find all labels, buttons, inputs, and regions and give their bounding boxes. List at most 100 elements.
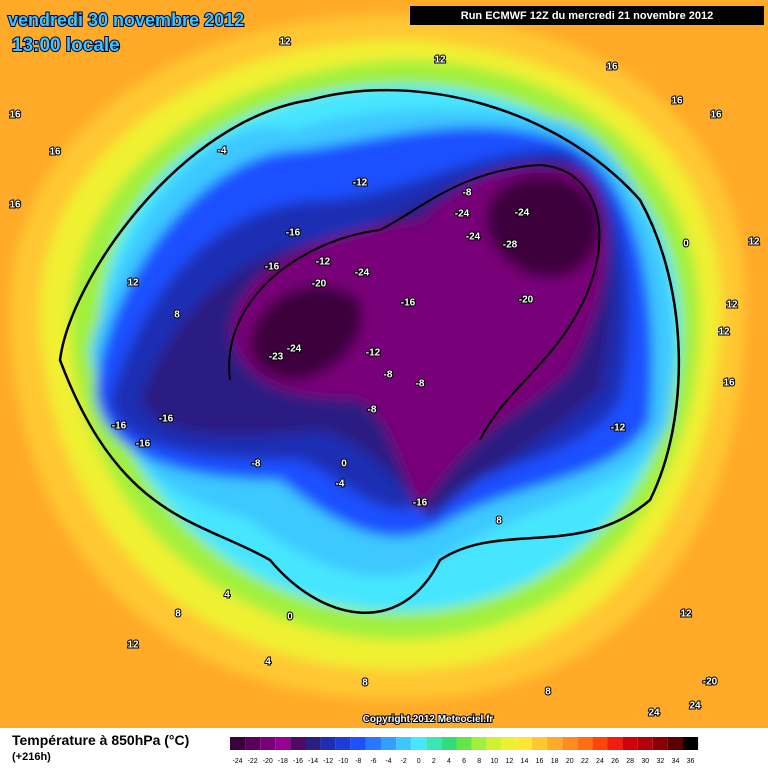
scale-swatch	[652, 737, 668, 750]
scale-label: 32	[656, 758, 664, 765]
contour-label: -16	[136, 439, 151, 450]
contour-label: -24	[455, 209, 470, 220]
scale-label: 0	[417, 758, 421, 765]
date-title: vendredi 30 novembre 2012	[8, 10, 244, 30]
scale-label: 36	[687, 758, 695, 765]
contour-label: 8	[174, 310, 180, 321]
contour-label: -8	[384, 370, 393, 381]
scale-swatch	[683, 737, 699, 750]
copyright: Copyright 2012 Meteociel.fr	[363, 714, 494, 725]
contour-label: -12	[611, 423, 626, 434]
contour-label: -20	[519, 295, 534, 306]
contour-label: -16	[401, 298, 416, 309]
scale-swatch	[426, 737, 442, 750]
contour-label: 4	[265, 657, 271, 668]
scale-label: 22	[581, 758, 589, 765]
contour-label: 16	[9, 110, 21, 121]
contour-label: 8	[545, 687, 551, 698]
contour-label: 0	[287, 612, 293, 623]
contour-label: 12	[726, 300, 738, 311]
scale-label: 4	[447, 758, 451, 765]
scale-label: 24	[596, 758, 604, 765]
scale-label: 18	[551, 758, 559, 765]
contour-label: 8	[362, 678, 368, 689]
scale-swatch	[577, 737, 593, 750]
scale-swatch	[486, 737, 502, 750]
scale-label: 26	[611, 758, 619, 765]
contour-label: -16	[413, 498, 428, 509]
contour-label: -24	[515, 208, 530, 219]
contour-label: 12	[127, 640, 139, 651]
scale-label: 6	[462, 758, 466, 765]
contour-label: -16	[159, 414, 174, 425]
map-field	[0, 0, 768, 728]
scale-label: 8	[477, 758, 481, 765]
contour-label: -16	[265, 262, 280, 273]
scale-swatch	[637, 737, 653, 750]
contour-label: 8	[175, 609, 181, 620]
contour-label: -23	[269, 352, 284, 363]
contour-label: 16	[49, 147, 61, 158]
contour-label: -16	[286, 228, 301, 239]
contour-label: -8	[463, 188, 472, 199]
scale-swatch	[532, 737, 548, 750]
legend-title: Température à 850hPa (°C)	[12, 732, 189, 748]
contour-label: 12	[718, 327, 730, 338]
scale-swatch	[471, 737, 487, 750]
scale-label: 30	[641, 758, 649, 765]
color-scale: -24 -22 -20 -18 -16 -14 -12 -10 -8 -6 -4 -2 0 2 4 6 8 10 1…	[230, 737, 699, 765]
contour-label: -8	[368, 405, 377, 416]
contour-label: -24	[287, 344, 302, 355]
contour-label: -12	[353, 178, 368, 189]
contour-label: 0	[341, 459, 347, 470]
scale-label: -4	[385, 758, 391, 765]
scale-swatch	[456, 737, 472, 750]
scale-swatch	[411, 737, 427, 750]
scale-label: -8	[355, 758, 361, 765]
scale-swatch	[320, 737, 336, 750]
contour-label: 12	[680, 609, 692, 620]
contour-label: 16	[9, 200, 21, 211]
contour-label: 16	[671, 96, 683, 107]
scale-swatch	[365, 737, 381, 750]
scale-label: 16	[536, 758, 544, 765]
scale-label: 28	[626, 758, 634, 765]
scale-swatch	[350, 737, 366, 750]
scale-swatch	[622, 737, 638, 750]
contour-label: 12	[279, 37, 291, 48]
scale-label: -16	[293, 758, 303, 765]
contour-label: 24	[648, 708, 660, 719]
contour-label: 8	[496, 516, 502, 527]
scale-swatch	[607, 737, 623, 750]
scale-label: -2	[401, 758, 407, 765]
scale-swatch	[335, 737, 351, 750]
run-box	[410, 6, 764, 25]
contour-label: -16	[112, 421, 127, 432]
contour-label: -24	[466, 232, 481, 243]
contour-label: -20	[703, 677, 718, 688]
time-title: 13:00 locale	[12, 35, 120, 56]
scale-label: 10	[490, 758, 498, 765]
contour-label: 24	[689, 701, 701, 712]
scale-label: -10	[338, 758, 348, 765]
scale-swatch	[667, 737, 683, 750]
scale-swatch	[441, 737, 457, 750]
scale-label: -22	[248, 758, 258, 765]
scale-swatch	[275, 737, 291, 750]
contour-label: -8	[416, 379, 425, 390]
scale-label: 14	[521, 758, 529, 765]
lead-time: (+216h)	[12, 751, 51, 763]
contour-label: 12	[748, 237, 760, 248]
scale-label: -14	[308, 758, 318, 765]
scale-label: 20	[566, 758, 574, 765]
scale-swatch	[501, 737, 517, 750]
scale-swatch	[396, 737, 412, 750]
run-info: Run ECMWF 12Z du mercredi 21 novembre 20…	[461, 10, 713, 22]
scale-swatch	[547, 737, 563, 750]
scale-label: -24	[232, 758, 242, 765]
scale-swatch	[516, 737, 532, 750]
scale-label: 2	[432, 758, 436, 765]
contour-label: -12	[366, 348, 381, 359]
